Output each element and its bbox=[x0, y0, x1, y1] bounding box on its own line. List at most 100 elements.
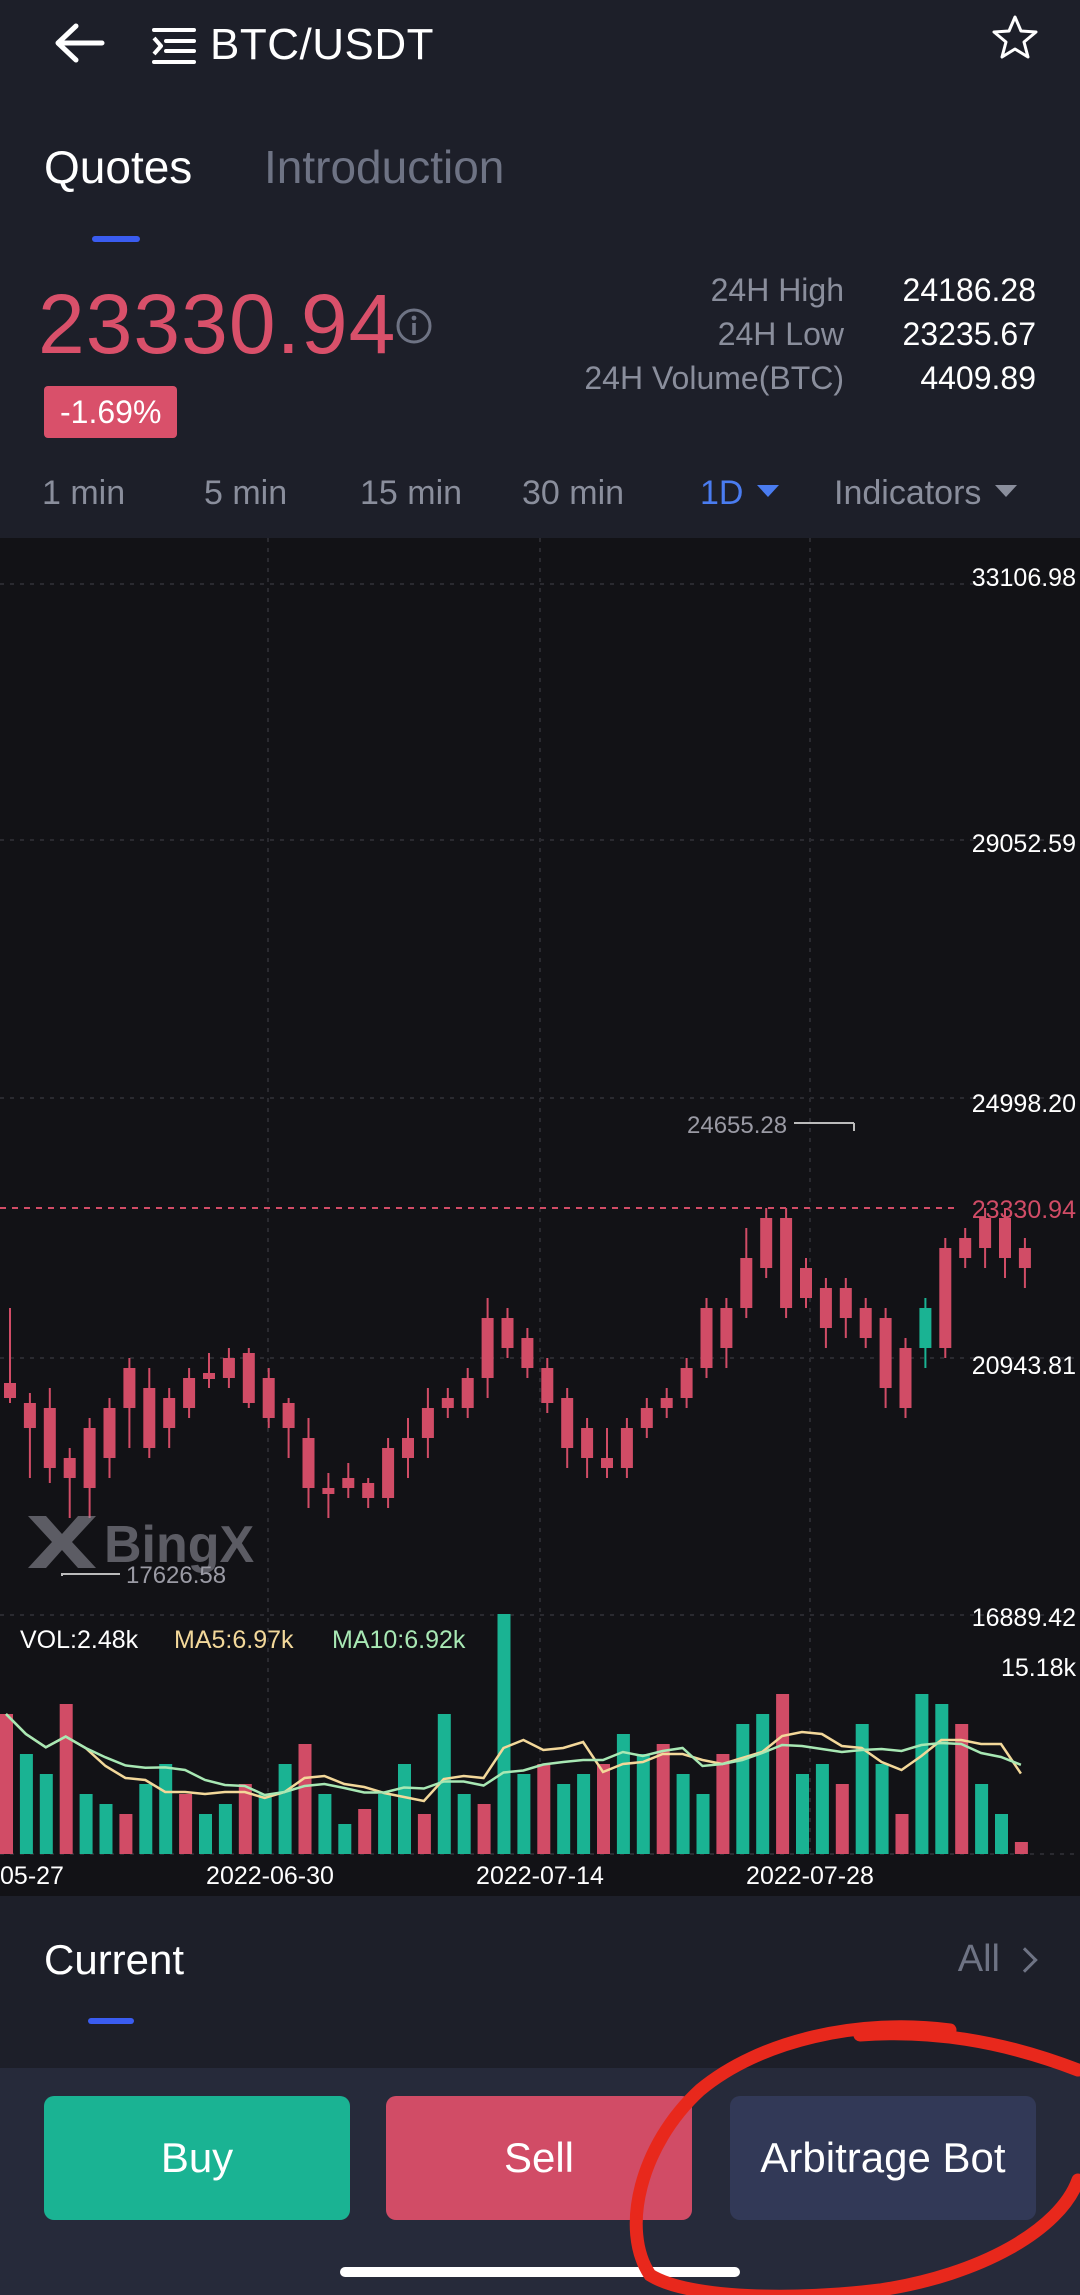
candle-body bbox=[819, 1288, 832, 1328]
candle-body bbox=[1018, 1248, 1031, 1268]
volume-group bbox=[0, 1614, 1028, 1854]
volume-bar bbox=[457, 1794, 471, 1854]
volume-bar bbox=[318, 1794, 332, 1854]
volume-bar bbox=[338, 1824, 352, 1854]
stat-label-volume: 24H Volume(BTC) bbox=[584, 360, 844, 396]
current-tab[interactable]: Current bbox=[44, 1936, 185, 1983]
volume-bar bbox=[99, 1804, 113, 1854]
candle-body bbox=[999, 1218, 1011, 1258]
candle-body bbox=[959, 1238, 972, 1258]
volume-bar bbox=[935, 1704, 949, 1854]
volume-bar bbox=[995, 1814, 1008, 1854]
volume-bar bbox=[497, 1614, 511, 1854]
pair-title[interactable]: BTC/USDT bbox=[210, 20, 434, 69]
volume-bar bbox=[716, 1754, 730, 1854]
interval-5min[interactable]: 5 min bbox=[204, 474, 288, 512]
volume-bar bbox=[796, 1774, 809, 1854]
volume-bar bbox=[835, 1784, 849, 1854]
candle-body bbox=[501, 1318, 514, 1348]
current-tab-indicator bbox=[88, 2018, 134, 2024]
candle-body bbox=[43, 1408, 56, 1468]
low-marker-label: 17626.58 bbox=[126, 1562, 226, 1589]
candle-body bbox=[103, 1408, 116, 1458]
price-axis-label: 24998.20 bbox=[972, 1090, 1076, 1118]
indicators-dropdown[interactable]: Indicators bbox=[834, 474, 1018, 513]
candle-body bbox=[601, 1458, 613, 1468]
volume-bar bbox=[557, 1784, 571, 1854]
arrow-left-icon[interactable] bbox=[50, 18, 110, 68]
price-axis-label: 33106.98 bbox=[972, 564, 1076, 592]
tab-quotes[interactable]: Quotes bbox=[44, 141, 193, 193]
candle-body bbox=[203, 1373, 215, 1379]
sell-button[interactable]: Sell bbox=[386, 2096, 692, 2220]
all-orders-link[interactable]: All bbox=[958, 1938, 1038, 1981]
candlestick-chart[interactable]: 24655.28 17626.58 BingX 33106.98 29052.5… bbox=[0, 538, 1080, 1896]
interval-15min[interactable]: 15 min bbox=[360, 474, 463, 512]
volume-legend-vol: VOL:2.48k bbox=[20, 1626, 139, 1654]
volume-bar bbox=[278, 1764, 292, 1854]
volume-bar bbox=[656, 1744, 670, 1854]
chevron-right-icon bbox=[1012, 1947, 1038, 1973]
volume-bar bbox=[238, 1784, 252, 1854]
bingx-logo-watermark: BingX bbox=[28, 1516, 255, 1574]
candle-body bbox=[23, 1403, 36, 1428]
candle-body bbox=[362, 1483, 375, 1498]
candle-body bbox=[939, 1248, 952, 1348]
interval-1min[interactable]: 1 min bbox=[42, 474, 126, 512]
stat-value-volume: 4409.89 bbox=[920, 360, 1036, 396]
stat-label-low: 24H Low bbox=[717, 316, 844, 352]
ma5-line bbox=[5, 1713, 1022, 1803]
arbitrage-bot-button[interactable]: Arbitrage Bot bbox=[730, 2096, 1036, 2220]
candle-body bbox=[4, 1383, 16, 1398]
info-icon[interactable] bbox=[394, 306, 434, 346]
candle-body bbox=[660, 1398, 673, 1408]
candle-body bbox=[581, 1428, 594, 1458]
volume-bar bbox=[776, 1694, 790, 1854]
volume-bar bbox=[258, 1794, 272, 1854]
candle-body bbox=[561, 1398, 574, 1448]
current-price-axis-label: 23330.94 bbox=[972, 1196, 1076, 1224]
stat-value-high: 24186.28 bbox=[902, 272, 1036, 308]
volume-bar bbox=[19, 1754, 33, 1854]
candle-body bbox=[740, 1258, 753, 1308]
candle-body bbox=[342, 1478, 355, 1488]
price-axis-label: 16889.42 bbox=[972, 1604, 1076, 1632]
stat-label-high: 24H High bbox=[710, 272, 844, 308]
volume-bar bbox=[577, 1774, 591, 1854]
volume-bar bbox=[179, 1794, 193, 1854]
date-axis-label: 2022-07-28 bbox=[746, 1862, 874, 1890]
volume-bar bbox=[79, 1794, 93, 1854]
ma10-line bbox=[5, 1713, 1022, 1797]
candle-body bbox=[839, 1288, 852, 1318]
chart-canvas[interactable]: 24655.28 17626.58 BingX 33106.98 29052.5… bbox=[0, 538, 1080, 1896]
candle-body bbox=[282, 1403, 295, 1428]
candle-body bbox=[780, 1218, 793, 1308]
volume-bar bbox=[218, 1804, 232, 1854]
list-menu-icon[interactable] bbox=[152, 26, 196, 66]
candle-body bbox=[979, 1218, 992, 1248]
volume-bar bbox=[636, 1754, 650, 1854]
volume-bar bbox=[696, 1794, 710, 1854]
caret-down-icon bbox=[757, 485, 780, 498]
volume-bar bbox=[39, 1774, 53, 1854]
candle-body bbox=[143, 1388, 156, 1448]
volume-bar bbox=[358, 1809, 372, 1854]
tab-introduction[interactable]: Introduction bbox=[264, 141, 505, 193]
volume-bar bbox=[975, 1784, 989, 1854]
star-icon[interactable] bbox=[990, 12, 1040, 62]
interval-1d[interactable]: 1D bbox=[700, 474, 780, 513]
interval-30min[interactable]: 30 min bbox=[522, 474, 625, 512]
buy-button[interactable]: Buy bbox=[44, 2096, 350, 2220]
price-change-badge: -1.69% bbox=[44, 386, 178, 438]
candle-body bbox=[720, 1308, 733, 1348]
candle-body bbox=[919, 1308, 932, 1348]
volume-bar bbox=[915, 1694, 929, 1854]
volume-legend-ma5: MA5:6.97k bbox=[174, 1626, 294, 1654]
header: BTC/USDT bbox=[0, 0, 1080, 100]
watermark-text: BingX bbox=[104, 1516, 255, 1574]
candle-body bbox=[620, 1428, 633, 1468]
volume-bar bbox=[676, 1774, 690, 1854]
volume-bar bbox=[855, 1724, 869, 1854]
candle-body bbox=[183, 1378, 196, 1408]
volume-bar bbox=[875, 1764, 889, 1854]
